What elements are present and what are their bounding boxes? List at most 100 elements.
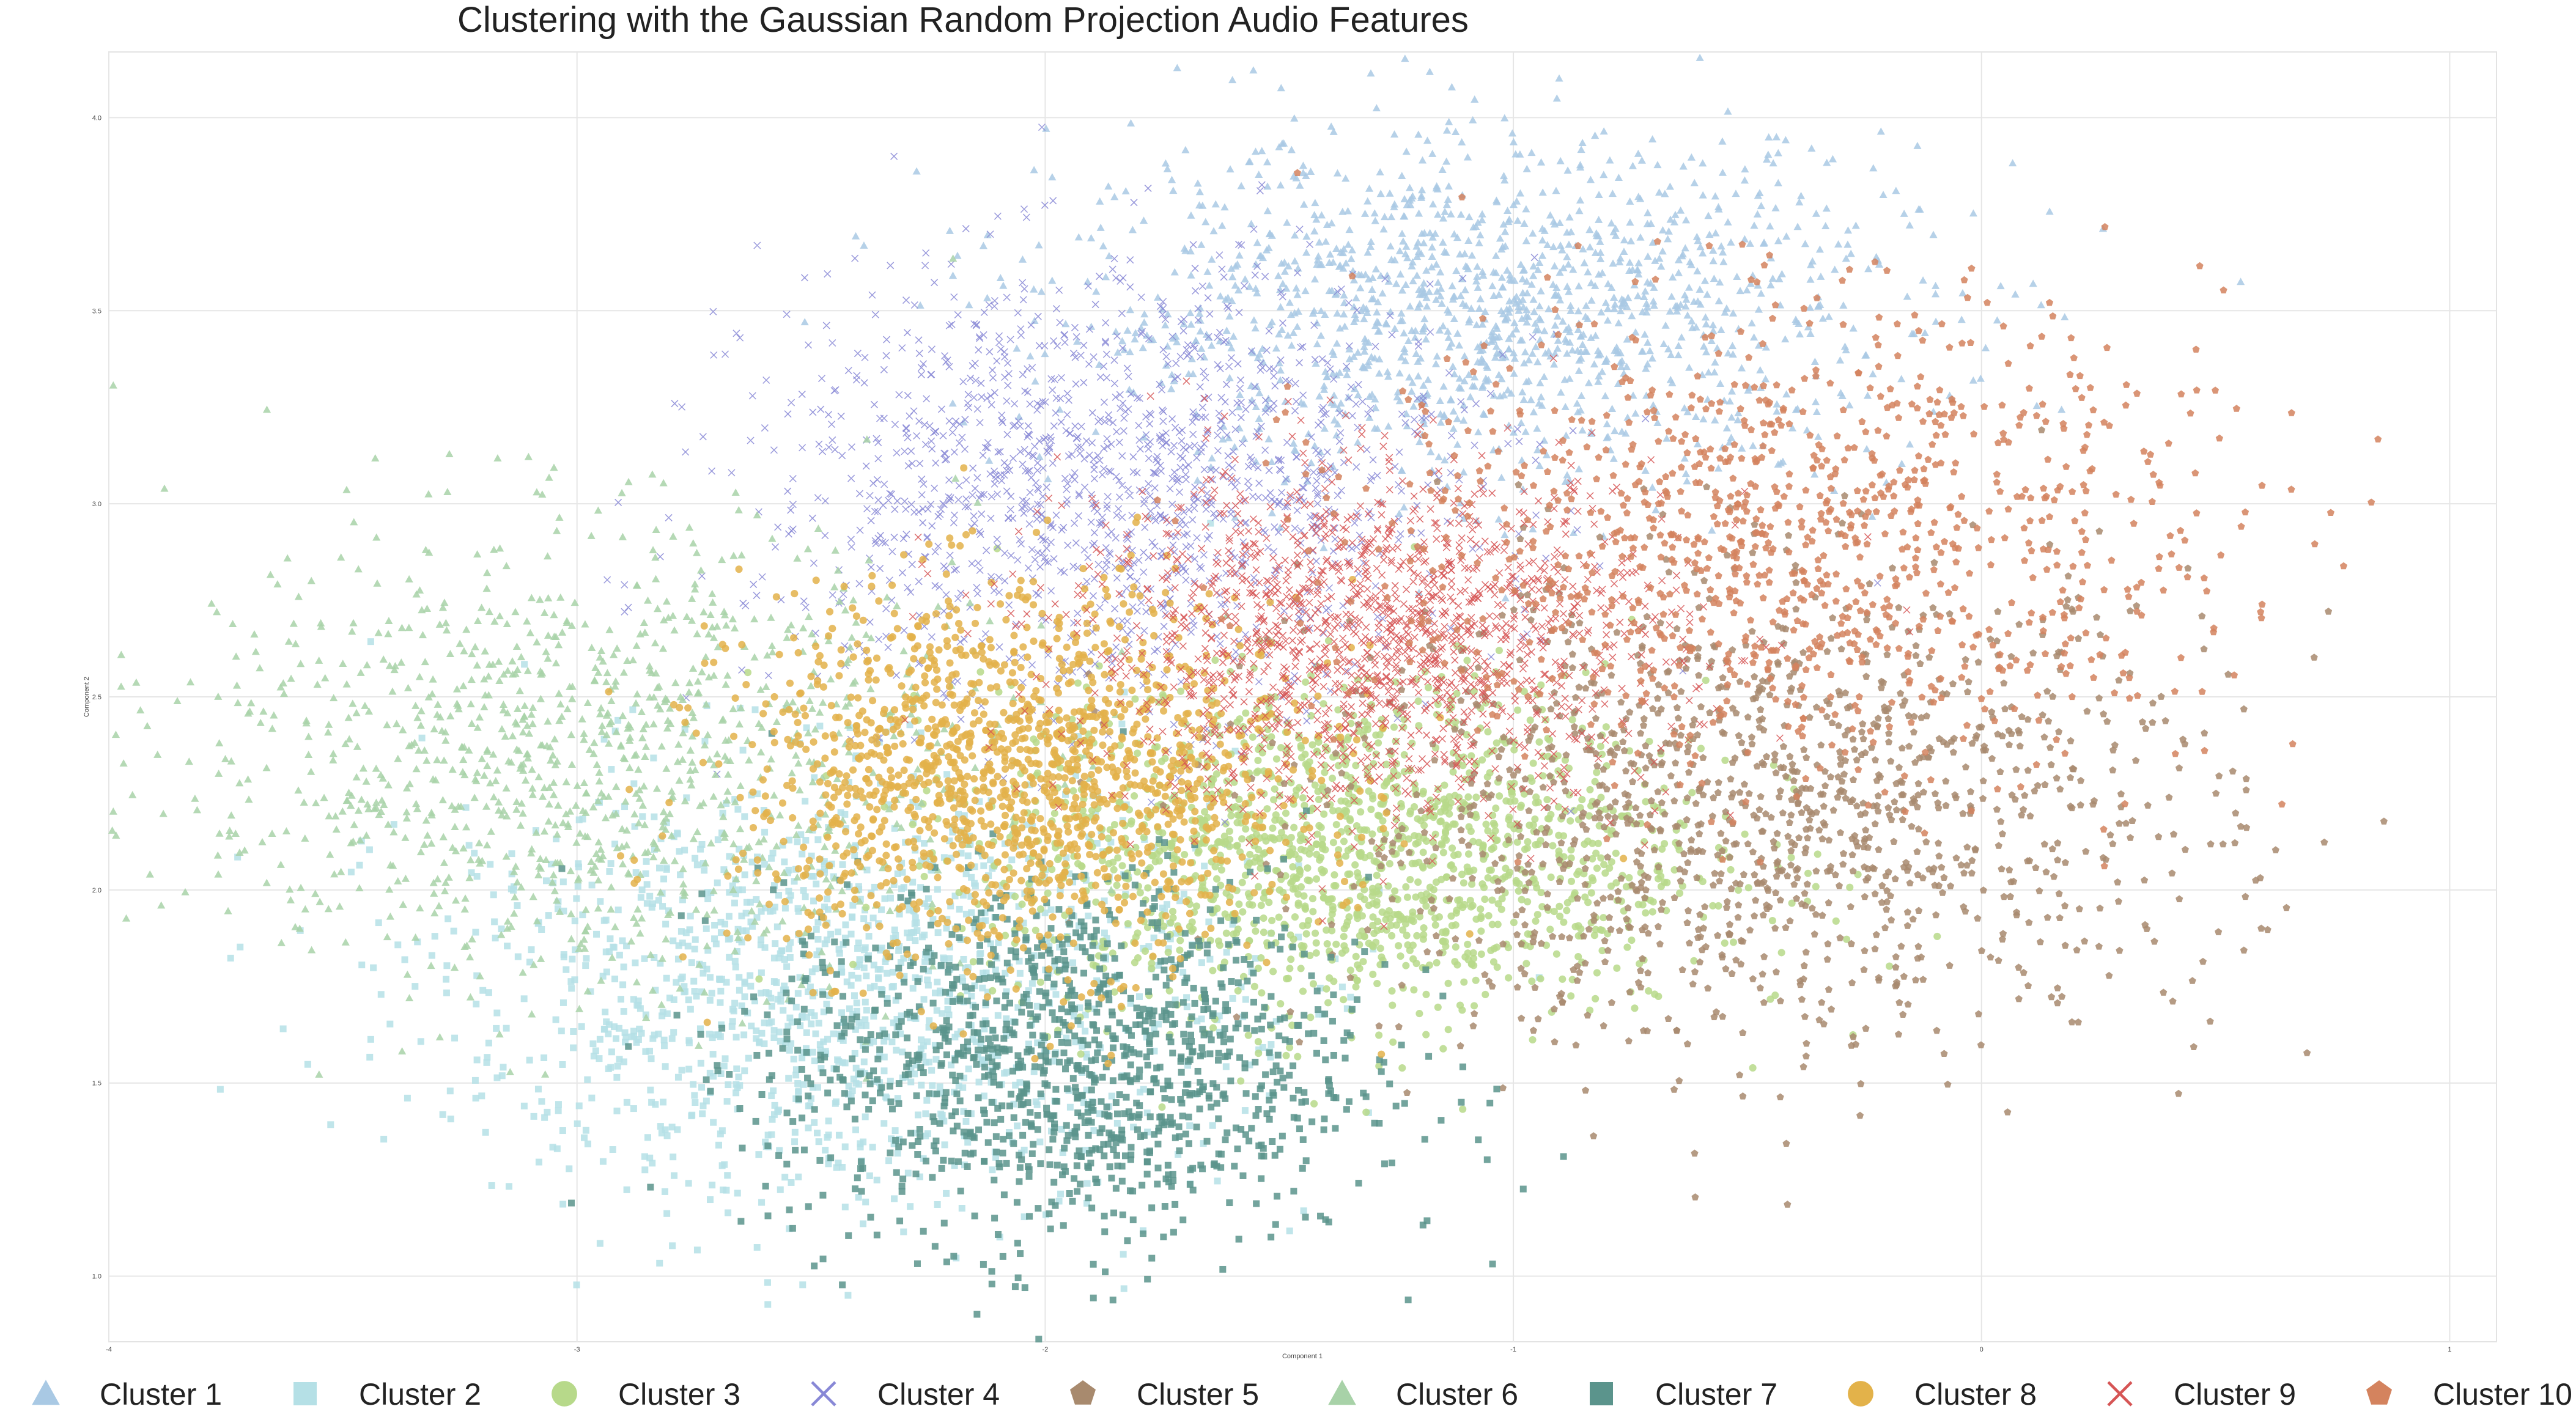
data-point: [971, 925, 978, 933]
data-point: [1198, 883, 1206, 891]
data-point: [1436, 268, 1445, 276]
data-point: [1275, 792, 1283, 800]
data-point: [870, 1038, 877, 1045]
data-point: [1863, 391, 1872, 399]
data-point: [1302, 232, 1311, 240]
data-point: [912, 914, 919, 921]
data-point: [778, 947, 785, 955]
data-point: [975, 1078, 983, 1086]
data-point: [1693, 440, 1702, 447]
data-point: [863, 1007, 870, 1014]
data-point: [1745, 383, 1754, 391]
data-point: [484, 1054, 491, 1061]
data-point: [572, 946, 579, 954]
data-point: [1453, 642, 1461, 650]
data-point: [1554, 336, 1562, 344]
data-point: [1633, 266, 1642, 273]
data-point: [1507, 276, 1516, 284]
data-point: [1301, 287, 1310, 295]
data-point: [1600, 171, 1608, 178]
data-point: [1611, 427, 1619, 435]
data-point: [1423, 375, 1433, 383]
data-point: [1294, 901, 1302, 909]
data-point: [1188, 918, 1196, 926]
data-point: [1538, 251, 1547, 259]
data-point: [1933, 932, 1941, 940]
data-point: [936, 1083, 943, 1091]
data-point: [960, 1108, 967, 1115]
data-point: [1428, 150, 1437, 157]
data-point: [1253, 238, 1261, 246]
data-point: [1373, 897, 1381, 906]
data-point: [1422, 902, 1430, 910]
data-point: [1402, 242, 1411, 250]
data-point: [1836, 356, 1845, 364]
data-point: [638, 886, 646, 894]
data-point: [820, 1038, 827, 1045]
data-point: [715, 1031, 722, 1039]
data-point: [770, 1111, 778, 1118]
data-point: [960, 998, 967, 1006]
data-point: [1461, 285, 1469, 293]
data-point: [802, 893, 809, 900]
data-point: [1169, 914, 1177, 922]
data-point: [1556, 902, 1563, 910]
data-point: [596, 1055, 603, 1062]
data-point: [1563, 907, 1571, 914]
data-point: [1329, 807, 1337, 815]
data-point: [714, 879, 721, 886]
data-point: [1527, 149, 1536, 156]
data-point: [1478, 381, 1487, 389]
data-point: [1093, 839, 1101, 847]
data-point: [1734, 409, 1743, 416]
data-point: [1414, 878, 1422, 886]
data-point: [709, 1182, 716, 1189]
data-point: [1034, 1039, 1041, 1047]
data-point: [1598, 926, 1606, 935]
data-point: [1576, 161, 1585, 169]
data-point: [1412, 350, 1420, 357]
data-point: [1028, 823, 1036, 830]
data-point: [1286, 1227, 1293, 1235]
data-point: [772, 940, 779, 947]
data-point: [951, 1162, 958, 1169]
data-point: [602, 948, 610, 955]
data-point: [1694, 237, 1702, 245]
data-point: [1125, 385, 1134, 393]
data-point: [1409, 402, 1418, 410]
data-point: [685, 1037, 693, 1044]
data-point: [824, 896, 831, 903]
data-point: [893, 1016, 901, 1023]
data-point: [1030, 166, 1038, 174]
data-point: [1440, 795, 1448, 803]
data-point: [1567, 877, 1576, 885]
data-point: [1755, 189, 1764, 197]
data-point: [1395, 397, 1404, 405]
data-point: [1276, 376, 1285, 384]
data-point: [739, 927, 747, 935]
data-point: [1527, 395, 1535, 403]
data-point: [836, 949, 843, 957]
data-point: [878, 906, 885, 913]
data-point: [1733, 416, 1742, 424]
data-point: [1016, 1079, 1024, 1086]
data-point: [1277, 744, 1285, 752]
data-point: [1659, 340, 1668, 348]
data-point: [1467, 251, 1477, 259]
data-point: [1452, 128, 1460, 136]
data-point: [703, 965, 710, 973]
data-point: [1222, 1063, 1230, 1070]
data-point: [1518, 314, 1526, 322]
data-point: [1622, 883, 1630, 891]
data-point: [1517, 801, 1525, 809]
data-point: [1276, 303, 1285, 311]
data-point: [1048, 276, 1057, 284]
data-point: [1315, 238, 1324, 246]
data-point: [472, 929, 479, 936]
data-point: [754, 790, 761, 798]
data-point: [1364, 358, 1373, 366]
data-point: [611, 1023, 618, 1031]
data-point: [1175, 1150, 1182, 1158]
data-point: [560, 951, 567, 958]
data-point: [1455, 341, 1464, 349]
